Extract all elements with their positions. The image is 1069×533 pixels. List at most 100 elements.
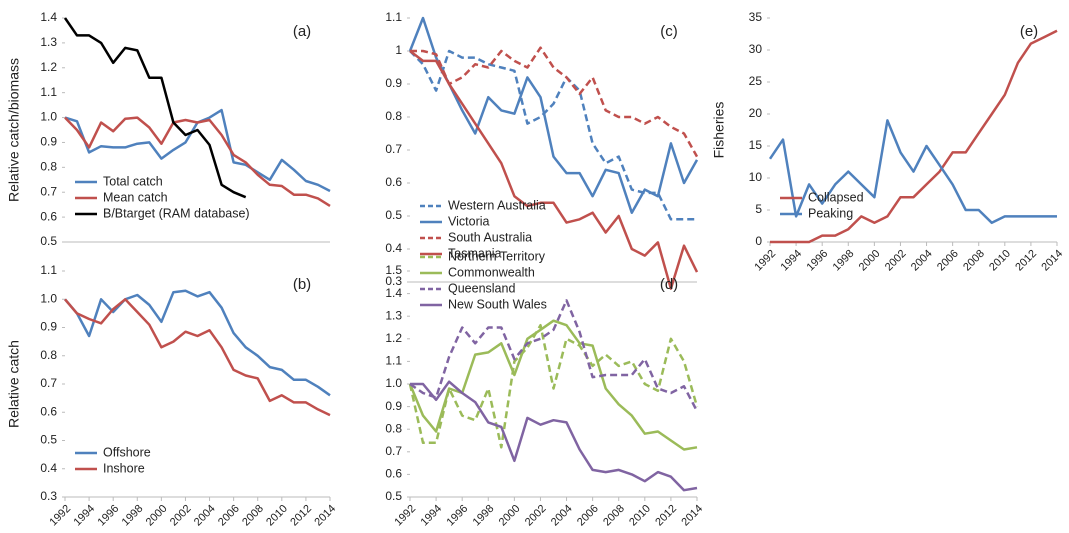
y-tick-label: 1.3 [385,308,402,322]
legend-label: Western Australia [448,198,546,212]
x-tick-label: 2008 [240,503,266,529]
y-tick-label: 0.5 [385,489,402,503]
x-tick-label: 2014 [679,503,705,529]
y-tick-label: 1.1 [40,263,57,277]
y-tick-label: 1.0 [385,376,402,390]
legend-label: South Australia [448,230,532,244]
x-tick-label: 2012 [288,503,314,529]
y-tick-label: 0.4 [385,241,402,255]
x-tick-label: 1996 [805,248,831,274]
x-tick-label: 2006 [575,503,601,529]
y-axis-label: Relative catch/biomass [6,58,22,202]
x-tick-label: 2000 [144,503,170,529]
y-tick-label: 0.3 [40,489,57,503]
legend-label: Commonwealth [448,265,535,279]
x-tick-label: 1998 [120,503,146,529]
legend-label: Tasmania [448,246,502,260]
series-line [768,119,1057,225]
y-tick-label: 1.5 [385,263,402,277]
series-line [408,16,699,214]
y-tick-label: 0.8 [40,160,57,174]
x-tick-label: 2012 [1013,248,1039,274]
x-tick-label: 2010 [627,503,653,529]
y-tick-label: 0.9 [40,320,57,334]
legend-label: Northern Territory [448,249,546,263]
x-tick-label: 1996 [445,503,471,529]
x-tick-label: 2000 [857,248,883,274]
legend-label: New South Wales [448,297,547,311]
panel-label: (b) [293,276,311,293]
x-tick-label: 2004 [192,503,218,529]
panel-label: (d) [660,276,678,293]
x-tick-label: 2000 [497,503,523,529]
y-tick-label: 0.9 [385,76,402,90]
x-tick-label: 2002 [168,503,194,529]
y-tick-label: 0.5 [40,234,57,248]
y-tick-label: 1.1 [385,354,402,368]
y-tick-label: 1.0 [40,291,57,305]
x-tick-label: 1996 [96,503,122,529]
x-tick-label: 1992 [47,503,73,529]
x-tick-label: 2008 [601,503,627,529]
x-tick-label: 1998 [471,503,497,529]
series-line [410,46,699,158]
x-tick-label: 2006 [935,248,961,274]
x-tick-label: 2004 [549,503,575,529]
x-tick-label: 2008 [961,248,987,274]
y-tick-label: 0.6 [385,467,402,481]
y-tick-label: 1.3 [40,35,57,49]
y-tick-label: 0.8 [40,348,57,362]
series-line [64,298,331,417]
y-tick-label: 1.1 [40,85,57,99]
panel-label: (a) [293,23,311,40]
legend-label: Victoria [448,214,490,228]
y-tick-label: 0.7 [40,376,57,390]
legend-label: Inshore [103,461,145,475]
y-tick-label: 25 [749,74,763,88]
y-tick-label: 30 [749,42,763,56]
y-tick-label: 1 [395,43,402,57]
x-tick-label: 2010 [987,248,1013,274]
y-tick-label: 0.5 [40,433,57,447]
legend-label: Mean catch [103,190,168,204]
y-tick-label: 1.1 [385,10,402,24]
series-line [64,116,331,207]
x-tick-label: 1994 [778,248,804,274]
series-line [410,380,698,492]
y-tick-label: 1.4 [40,10,57,24]
series-line [408,319,698,451]
series-line [770,29,1058,244]
y-tick-label: 0.6 [40,404,57,418]
x-tick-label: 2014 [312,503,338,529]
x-tick-label: 2014 [1039,248,1065,274]
y-tick-label: 0.9 [385,399,402,413]
y-axis-label: Fisheries [711,102,727,159]
x-tick-label: 1998 [831,248,857,274]
y-tick-label: 15 [749,138,763,152]
legend-label: B/Btarget (RAM database) [103,206,250,220]
legend-label: Total catch [103,174,163,188]
x-tick-label: 2006 [216,503,242,529]
y-tick-label: 0.6 [385,175,402,189]
y-tick-label: 1.4 [385,286,402,300]
series-line [63,17,247,199]
legend-label: Collapsed [808,190,864,204]
y-tick-label: 20 [749,106,763,120]
x-tick-label: 1994 [418,503,444,529]
series-line [408,323,699,449]
y-tick-label: 0.7 [385,444,402,458]
y-tick-label: 0.7 [40,184,57,198]
y-axis-label: Relative catch [6,340,22,428]
y-tick-label: 0.8 [385,421,402,435]
series-line [409,50,699,290]
x-tick-label: 2002 [523,503,549,529]
x-tick-label: 1992 [752,248,778,274]
y-tick-label: 5 [755,202,762,216]
y-tick-label: 0.3 [385,274,402,288]
y-tick-label: 1.2 [385,331,402,345]
legend-label: Peaking [808,206,853,220]
x-tick-label: 1994 [71,503,97,529]
y-tick-label: 0.9 [40,135,57,149]
y-tick-label: 0 [755,234,762,248]
